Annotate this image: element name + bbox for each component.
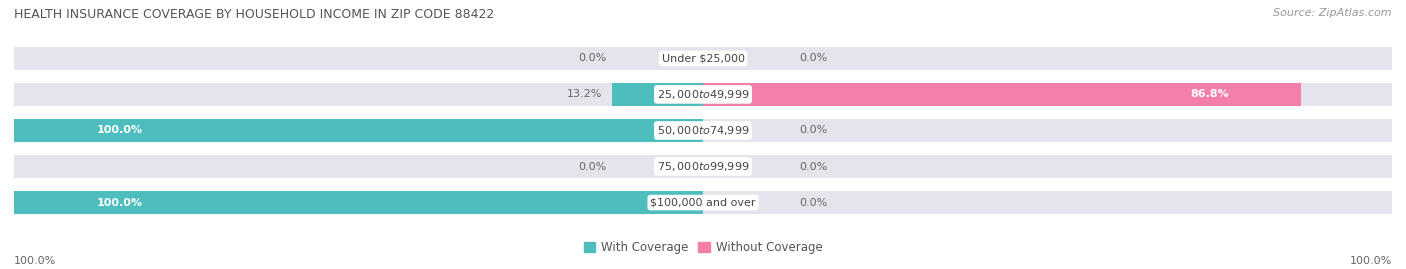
Text: 100.0%: 100.0% [97, 197, 143, 208]
Text: $50,000 to $74,999: $50,000 to $74,999 [657, 124, 749, 137]
Text: 0.0%: 0.0% [800, 161, 828, 172]
Text: 86.8%: 86.8% [1191, 89, 1229, 100]
Text: $75,000 to $99,999: $75,000 to $99,999 [657, 160, 749, 173]
Text: HEALTH INSURANCE COVERAGE BY HOUSEHOLD INCOME IN ZIP CODE 88422: HEALTH INSURANCE COVERAGE BY HOUSEHOLD I… [14, 8, 495, 21]
Text: 0.0%: 0.0% [578, 53, 606, 63]
Text: 0.0%: 0.0% [800, 53, 828, 63]
Text: Under $25,000: Under $25,000 [661, 53, 745, 63]
Text: 100.0%: 100.0% [97, 125, 143, 136]
Legend: With Coverage, Without Coverage: With Coverage, Without Coverage [583, 241, 823, 254]
Text: 100.0%: 100.0% [1350, 256, 1392, 266]
Bar [14, 191, 1392, 214]
Bar [703, 83, 1301, 106]
Text: 0.0%: 0.0% [800, 125, 828, 136]
Bar [14, 47, 1392, 70]
Bar [14, 119, 703, 142]
Bar [14, 119, 1392, 142]
Text: 13.2%: 13.2% [567, 89, 602, 100]
Bar [612, 83, 703, 106]
Text: $100,000 and over: $100,000 and over [650, 197, 756, 208]
Bar [14, 155, 1392, 178]
Text: 0.0%: 0.0% [800, 197, 828, 208]
Text: $25,000 to $49,999: $25,000 to $49,999 [657, 88, 749, 101]
Text: Source: ZipAtlas.com: Source: ZipAtlas.com [1274, 8, 1392, 18]
Text: 0.0%: 0.0% [578, 161, 606, 172]
Bar [14, 83, 1392, 106]
Text: 100.0%: 100.0% [14, 256, 56, 266]
Bar [14, 191, 703, 214]
